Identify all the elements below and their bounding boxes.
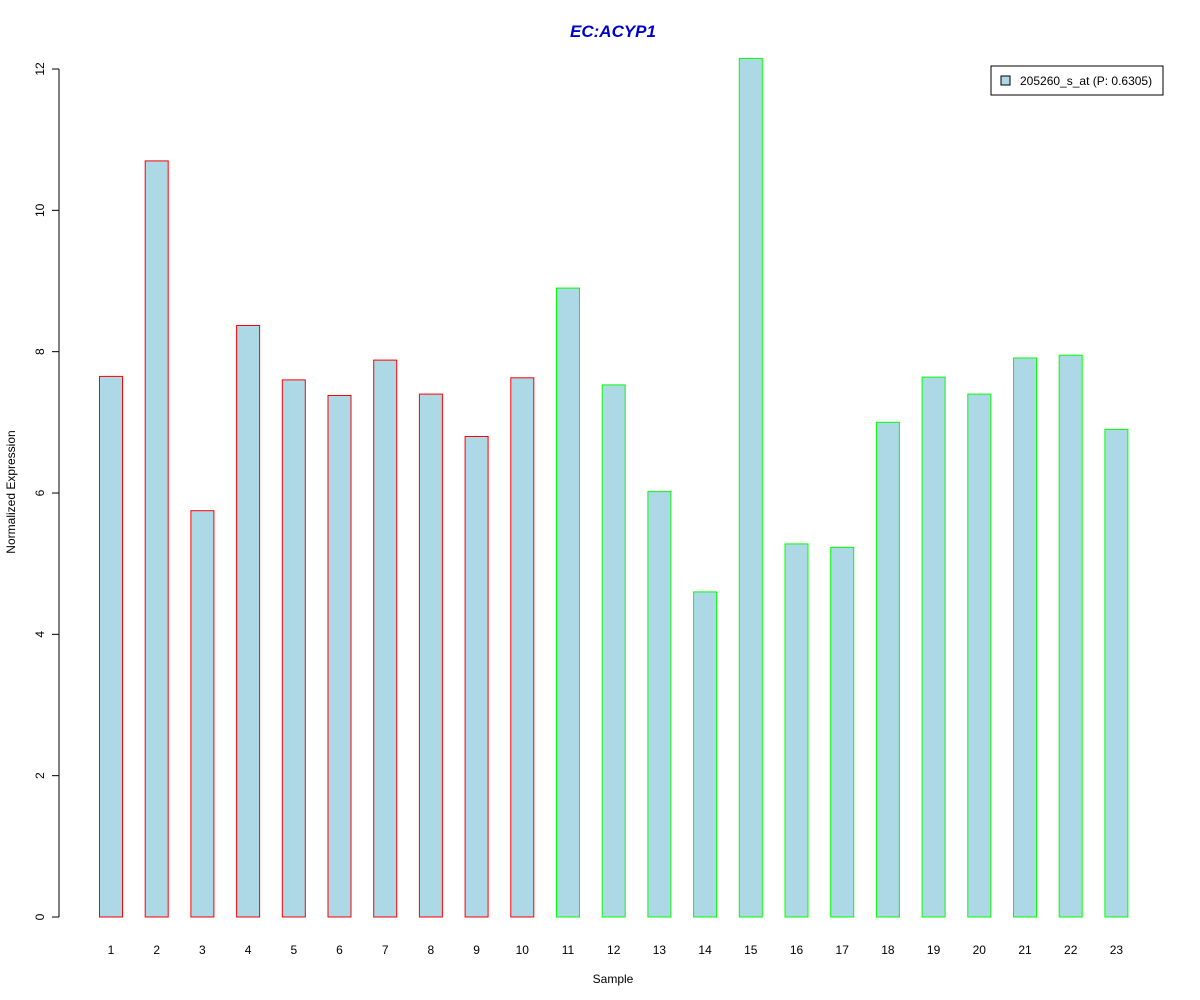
y-tick-label: 8: [33, 348, 47, 355]
bar-sample-22: [1058, 354, 1083, 918]
bar-sample-20: [967, 393, 992, 918]
legend-swatch: [1000, 75, 1011, 86]
x-tick-label: 3: [199, 943, 206, 957]
x-tick-label: 10: [516, 943, 530, 957]
bar-sample-19: [921, 376, 946, 918]
y-tick-label: 6: [33, 489, 47, 496]
y-axis-label: Normalized Expression: [4, 430, 18, 553]
y-tick-label: 4: [33, 631, 47, 638]
x-tick-label: 2: [153, 943, 160, 957]
x-tick-label: 19: [927, 943, 941, 957]
bar-sample-12: [601, 384, 626, 918]
bar-sample-9: [464, 436, 489, 918]
bar-sample-5: [281, 379, 306, 918]
x-tick-label: 17: [836, 943, 850, 957]
x-tick-label: 21: [1018, 943, 1032, 957]
y-tick-label: 0: [33, 913, 47, 920]
x-tick-label: 16: [790, 943, 804, 957]
bar-sample-14: [693, 591, 718, 918]
bar-sample-3: [190, 510, 215, 918]
y-tick-label: 12: [33, 62, 47, 76]
bar-sample-4: [236, 325, 261, 918]
legend-label: 205260_s_at (P: 0.6305): [1020, 74, 1152, 88]
x-tick-label: 11: [562, 943, 575, 957]
x-tick-label: 22: [1064, 943, 1078, 957]
x-tick-label: 13: [653, 943, 667, 957]
chart-title: EC:ACYP1: [570, 22, 656, 41]
x-tick-label: 18: [881, 943, 895, 957]
x-tick-label: 7: [382, 943, 389, 957]
x-tick-label: 20: [973, 943, 987, 957]
bar-sample-6: [327, 395, 352, 918]
x-tick-label: 5: [290, 943, 297, 957]
x-tick-label: 6: [336, 943, 343, 957]
legend: 205260_s_at (P: 0.6305): [990, 65, 1164, 96]
y-tick-label: 10: [33, 203, 47, 217]
x-tick-label: 8: [428, 943, 435, 957]
bar-sample-16: [784, 543, 809, 918]
bar-sample-7: [373, 359, 398, 918]
bar-sample-8: [418, 393, 443, 918]
bar-sample-23: [1104, 428, 1129, 918]
bar-sample-21: [1013, 357, 1037, 918]
x-tick-label: 12: [607, 943, 621, 957]
bar-sample-17: [830, 546, 855, 918]
bars-group: [99, 57, 1129, 918]
x-tick-labels: 1 2 3 4 5 6 7 8 9 10 11 12 13 14 15 16 17 18 19 20 21 22 23: [108, 943, 1124, 957]
legend-box: [990, 65, 1164, 96]
x-axis-label: Sample: [593, 972, 634, 986]
x-tick-label: 15: [744, 943, 758, 957]
bar-sample-13: [647, 491, 672, 918]
bar-sample-10: [510, 377, 535, 918]
bar-sample-2: [144, 160, 169, 918]
bar-sample-18: [875, 421, 900, 918]
bar-sample-11: [556, 287, 580, 918]
x-tick-label: 23: [1110, 943, 1124, 957]
x-tick-label: 9: [473, 943, 480, 957]
y-tick-label: 2: [33, 772, 47, 779]
bar-sample-1: [99, 375, 123, 918]
y-axis: 0 2 4 6 8 10 12: [33, 62, 60, 920]
x-tick-label: 4: [245, 943, 252, 957]
x-tick-label: 1: [108, 943, 115, 957]
bar-sample-15: [738, 57, 763, 918]
x-tick-label: 14: [698, 943, 712, 957]
